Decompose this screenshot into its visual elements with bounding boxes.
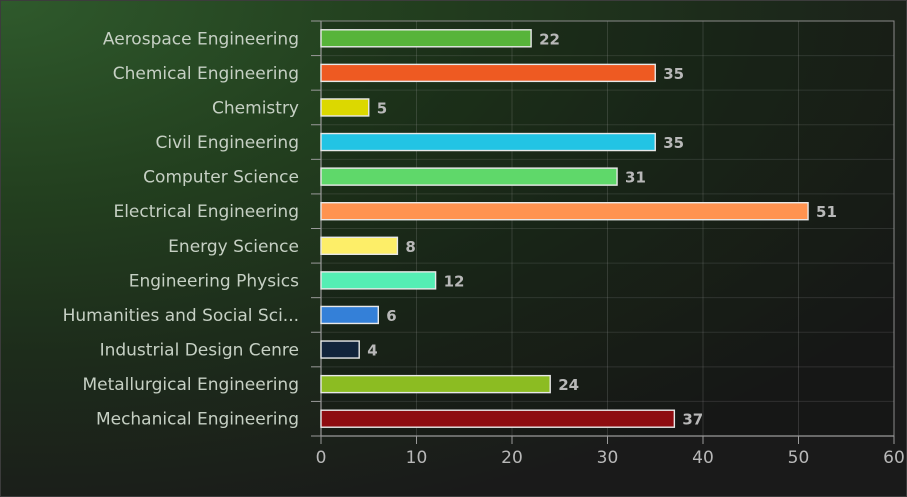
- value-label: 37: [682, 411, 703, 429]
- category-label: Chemistry: [212, 98, 299, 118]
- bar: [320, 305, 379, 325]
- bar: [320, 271, 437, 290]
- bar: [320, 63, 656, 83]
- bar: [320, 132, 656, 152]
- x-tick-label: 0: [316, 448, 327, 468]
- value-label: 4: [367, 342, 377, 360]
- value-label: 8: [405, 238, 415, 256]
- x-tick-label: 30: [597, 448, 619, 468]
- value-label: 12: [444, 272, 465, 290]
- category-label: Humanities and Social Sci...: [63, 306, 299, 326]
- category-label: Industrial Design Cenre: [100, 341, 299, 361]
- bar: [320, 167, 618, 186]
- category-label: Chemical Engineering: [113, 64, 299, 84]
- x-tick-label: 50: [788, 448, 810, 468]
- x-tick-label: 60: [883, 448, 905, 468]
- bar: [320, 409, 676, 428]
- bar: [320, 374, 551, 394]
- value-label: 35: [663, 134, 684, 152]
- category-label: Civil Engineering: [155, 133, 299, 153]
- category-label: Aerospace Engineering: [103, 29, 299, 49]
- bar: [320, 236, 399, 255]
- plot-area: [320, 20, 895, 437]
- x-tick-label: 10: [406, 448, 428, 468]
- x-tick-label: 20: [501, 448, 523, 468]
- category-label: Energy Science: [168, 237, 299, 257]
- value-label: 51: [816, 203, 837, 221]
- category-label: Engineering Physics: [129, 271, 299, 291]
- bar: [320, 340, 360, 359]
- category-label: Computer Science: [143, 168, 299, 188]
- category-label: Mechanical Engineering: [96, 410, 299, 430]
- bar: [320, 202, 809, 221]
- category-label: Electrical Engineering: [113, 202, 299, 222]
- bar: [320, 29, 532, 48]
- value-label: 22: [539, 30, 560, 48]
- value-label: 6: [386, 307, 396, 325]
- value-label: 35: [663, 65, 684, 83]
- value-label: 5: [377, 99, 387, 117]
- value-label: 31: [625, 169, 646, 187]
- value-label: 24: [558, 376, 579, 394]
- bar: [320, 98, 370, 117]
- x-tick-label: 40: [692, 448, 714, 468]
- category-label: Metallurgical Engineering: [82, 375, 299, 395]
